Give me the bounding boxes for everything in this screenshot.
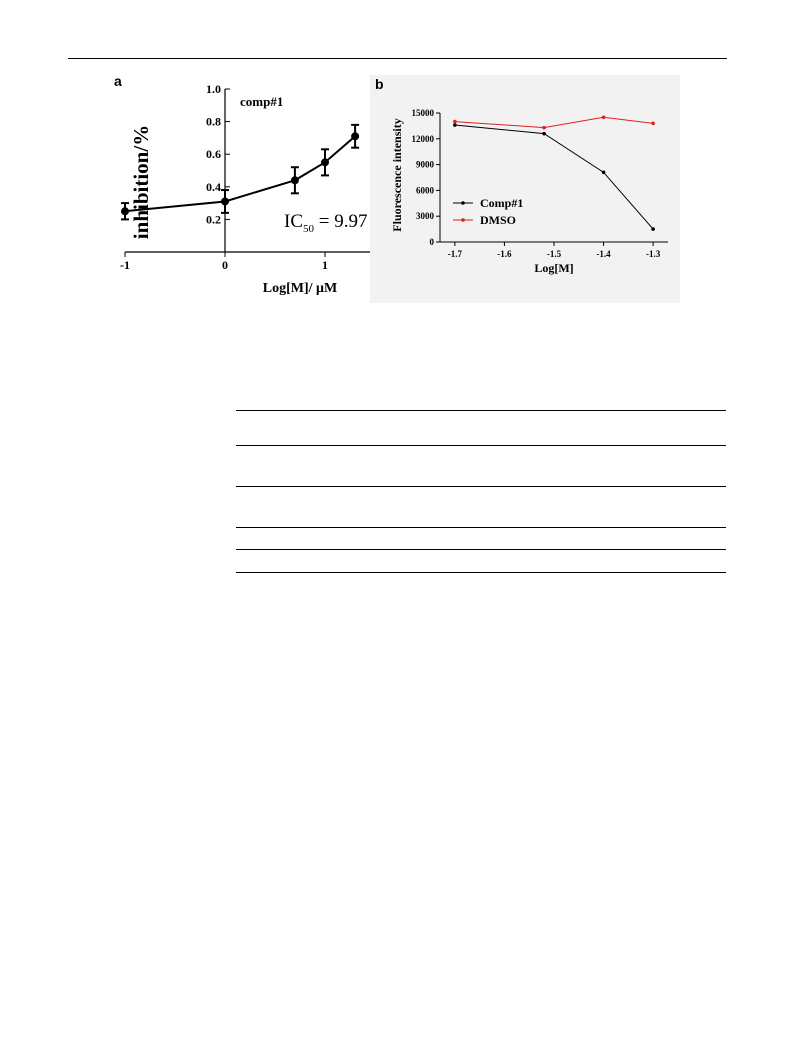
y-tick-label-a: 0.6: [206, 147, 221, 161]
table-rule: [236, 527, 726, 528]
panel-letter-a: a: [114, 73, 122, 89]
series-label-a: comp#1: [240, 94, 283, 109]
data-point: [121, 207, 129, 216]
legend-marker: [461, 201, 465, 205]
data-point: [542, 125, 546, 130]
ic50-prefix: IC: [284, 211, 303, 232]
table-rule-top: [236, 410, 726, 411]
x-tick-label-b: -1.5: [547, 249, 562, 259]
y-tick-label-a: 1.0: [206, 82, 221, 96]
series-line-dmso: [454, 116, 654, 129]
y-tick-label-a: 0.4: [206, 180, 221, 194]
ic50-subscript: 50: [303, 223, 315, 235]
table-rule: [236, 445, 726, 446]
data-point: [601, 170, 606, 175]
data-point: [542, 131, 546, 136]
x-axis-label-b: Log[M]: [534, 261, 573, 275]
legend-label: DMSO: [480, 213, 516, 227]
y-tick-label-b: 3000: [416, 211, 435, 221]
panel-letter-b: b: [375, 76, 384, 92]
table-rule: [236, 486, 726, 487]
y-axis-label-b: Fluorescence intensity: [390, 118, 404, 231]
x-tick-label-b: -1.7: [448, 249, 463, 259]
data-point: [601, 115, 606, 120]
y-tick-label-b: 15000: [412, 108, 435, 118]
table-rule: [236, 549, 726, 550]
series-line-comp1: [454, 124, 654, 230]
x-tick-label-a: -1: [120, 258, 130, 272]
panel-b: b 0 3000 6000 9000 12000 15000 -1.7 -1.6 -1.5 -1.…: [370, 75, 680, 303]
x-tick-label-a: 0: [222, 258, 228, 272]
table-rule-bottom: [236, 572, 726, 573]
x-tick-label-b: -1.6: [497, 249, 512, 259]
y-tick-label-b: 6000: [416, 185, 435, 195]
data-point: [453, 119, 457, 124]
chart-a-svg: a 0.2 0.4 0.6 0.8 1.0 -1 0 1 comp#1 inhibition/…: [114, 73, 375, 296]
data-point: [651, 227, 655, 231]
panel-a: a 0.2 0.4 0.6 0.8 1.0 -1 0 1 comp#1 inhibition/…: [100, 62, 390, 310]
ic50-annotation: IC50 = 9.97: [284, 211, 367, 235]
legend-marker: [461, 218, 465, 222]
x-axis-label-a: Log[M]/ μM: [263, 281, 337, 296]
data-point: [321, 158, 329, 167]
x-tick-label-a: 1: [322, 258, 328, 272]
legend-label: Comp#1: [480, 196, 523, 210]
y-tick-label-b: 9000: [416, 160, 435, 170]
x-tick-label-b: -1.3: [646, 249, 661, 259]
y-tick-label-b: 12000: [412, 134, 435, 144]
y-tick-label-a: 0.8: [206, 115, 221, 129]
x-tick-label-b: -1.4: [596, 249, 611, 259]
chart-b-svg: b 0 3000 6000 9000 12000 15000 -1.7 -1.6 -1.5 -1.…: [375, 76, 668, 275]
data-point: [351, 132, 360, 141]
series-line-comp1: [124, 135, 356, 213]
y-tick-label-a: 0.2: [206, 212, 221, 226]
data-point: [651, 121, 655, 126]
y-tick-label-b: 0: [430, 237, 435, 247]
data-point: [453, 123, 457, 127]
y-axis-label-a: inhibition/%: [129, 125, 153, 239]
data-point: [221, 197, 229, 206]
ic50-value: = 9.97: [314, 211, 367, 232]
data-point: [290, 176, 299, 185]
page-top-rule: [68, 58, 727, 59]
